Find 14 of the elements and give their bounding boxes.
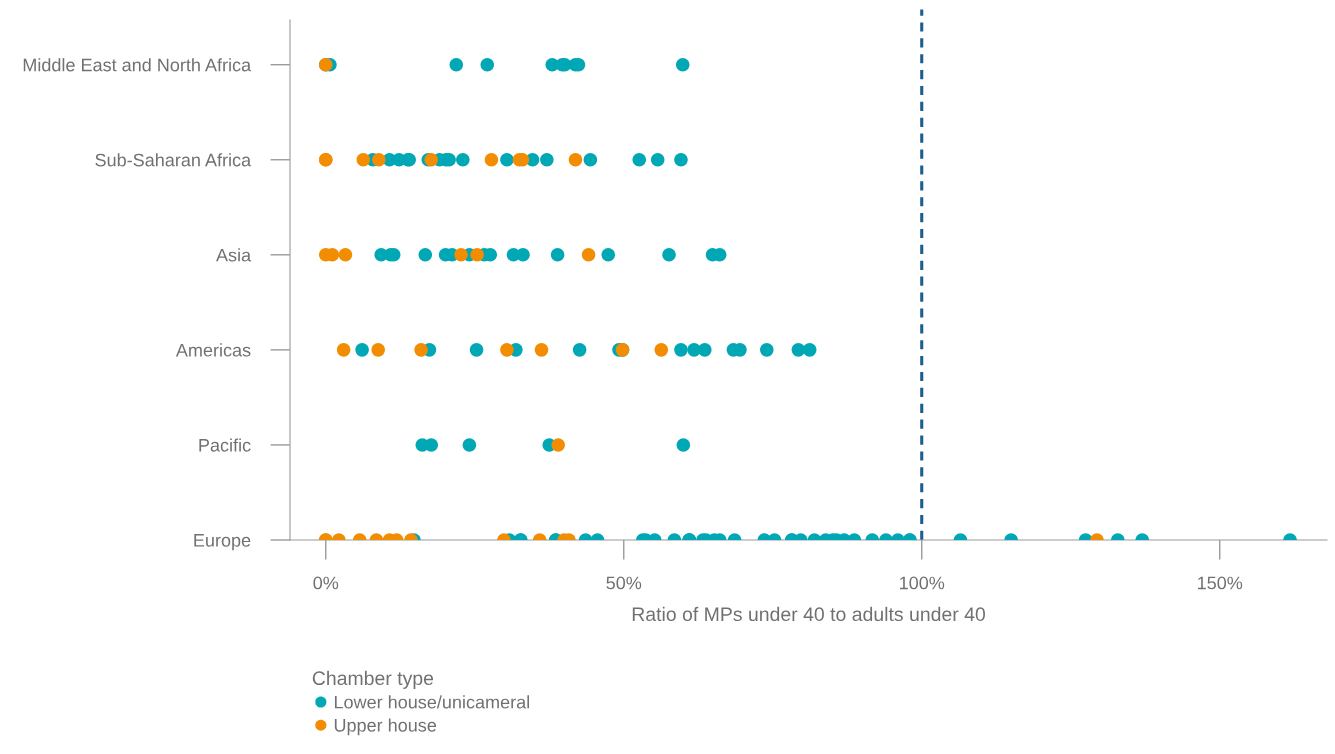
x-tick-label: 0% bbox=[313, 576, 339, 590]
x-axis-title: Ratio of MPs under 40 to adults under 40 bbox=[632, 606, 986, 622]
x-tick-label: 50% bbox=[606, 576, 642, 590]
x-tick-label: 100% bbox=[900, 576, 945, 590]
legend-label: Upper house bbox=[334, 718, 437, 736]
y-tick-label: Americas bbox=[175, 343, 251, 357]
y-tick-label: Pacific bbox=[199, 438, 251, 452]
y-tick-label: Sub-Saharan Africa bbox=[95, 153, 252, 167]
y-tick-label: Asia bbox=[216, 248, 252, 262]
y-tick-label: Europe bbox=[194, 534, 251, 551]
legend-label: Lower house/unicameral bbox=[334, 695, 529, 709]
legend-title: Chamber type bbox=[312, 670, 434, 689]
y-tick-label: Middle East and North Africa bbox=[23, 58, 252, 72]
x-tick-label: 150% bbox=[1198, 576, 1243, 590]
